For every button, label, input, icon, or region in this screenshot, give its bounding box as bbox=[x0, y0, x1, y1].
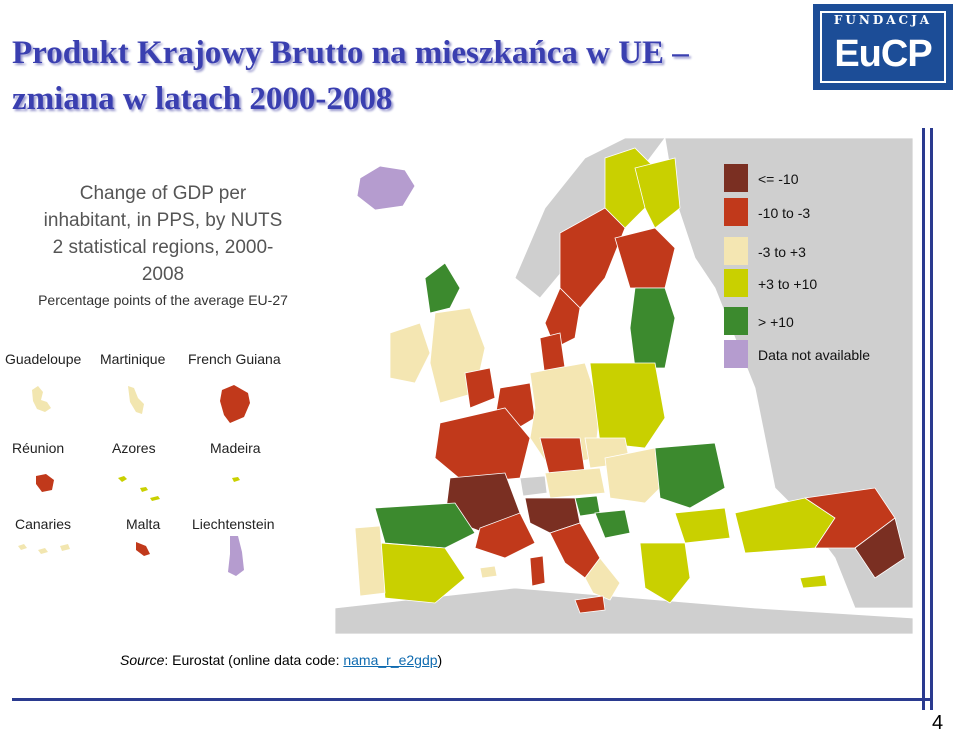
inset-label-azores: Azores bbox=[112, 440, 156, 456]
region-spain-north bbox=[374, 502, 476, 549]
inset-label-madeira: Madeira bbox=[210, 440, 261, 456]
inset-shape-azores-3 bbox=[150, 496, 160, 501]
region-sicily bbox=[574, 595, 606, 614]
region-slovakia-hungary bbox=[604, 447, 671, 504]
inset-shapes bbox=[18, 385, 250, 576]
logo-main-text: EuCP bbox=[834, 33, 932, 75]
region-poland bbox=[589, 362, 666, 449]
legend-item: Data not available bbox=[720, 340, 910, 368]
inset-shape-azores-2 bbox=[140, 487, 148, 492]
map-subtitle: Percentage points of the average EU-27 bbox=[38, 292, 288, 308]
legend-item: +3 to +10 bbox=[720, 269, 910, 297]
region-switzerland bbox=[519, 475, 548, 497]
legend-label: -10 to -3 bbox=[758, 205, 811, 221]
region-finland-north bbox=[634, 157, 681, 229]
inset-label-martinique: Martinique bbox=[100, 351, 166, 367]
slide-title: Produkt Krajowy Brutto na mieszkańca w U… bbox=[12, 30, 812, 122]
region-france-south bbox=[474, 512, 536, 559]
region-greece bbox=[639, 542, 691, 604]
inset-shape-french-guiana bbox=[220, 385, 250, 423]
source-code-link[interactable]: nama_r_e2gdp bbox=[343, 652, 438, 668]
legend-item: -10 to -3 bbox=[720, 198, 910, 226]
region-uk-north bbox=[424, 262, 461, 314]
source-prefix: Source bbox=[120, 652, 165, 668]
page-number: 4 bbox=[932, 712, 944, 734]
region-sardinia bbox=[529, 555, 546, 587]
inset-shape-canaries-3 bbox=[60, 544, 70, 551]
legend-swatch bbox=[724, 237, 748, 265]
inset-shape-martinique bbox=[128, 386, 144, 414]
inset-label-guadeloupe: Guadeloupe bbox=[5, 351, 82, 367]
legend-swatch bbox=[724, 340, 748, 368]
source-line: Source: Eurostat (online data code: nama… bbox=[120, 652, 442, 668]
region-romania bbox=[654, 442, 726, 509]
non-eu-africa bbox=[335, 587, 913, 634]
legend-item: -3 to +3 bbox=[720, 237, 910, 265]
legend-label: <= -10 bbox=[758, 171, 799, 187]
legend-item: <= -10 bbox=[720, 164, 910, 192]
inset-shape-guadeloupe bbox=[32, 386, 51, 412]
map-title-line-1: Change of GDP per bbox=[79, 183, 247, 204]
inset-label-canaries: Canaries bbox=[15, 516, 72, 532]
legend-swatch bbox=[724, 164, 748, 192]
inset-label-reunion: Réunion bbox=[12, 440, 65, 456]
region-baltics bbox=[629, 287, 676, 369]
logo-border bbox=[820, 11, 946, 83]
slide-frame-lines bbox=[922, 128, 936, 710]
frame-line bbox=[930, 128, 933, 710]
legend-swatch bbox=[724, 307, 748, 335]
inset-shape-canaries-1 bbox=[18, 544, 27, 550]
legend-label: > +10 bbox=[758, 314, 794, 330]
fundacja-eucp-logo: FUNDACJA EuCP bbox=[813, 4, 953, 90]
region-portugal bbox=[354, 525, 386, 597]
map-title: Change of GDP per inhabitant, in PPS, by… bbox=[8, 180, 318, 288]
legend-item: > +10 bbox=[720, 307, 910, 335]
region-turkey-southeast bbox=[854, 517, 906, 579]
legend-label: Data not available bbox=[758, 347, 871, 363]
logo-top-text: FUNDACJA bbox=[833, 13, 933, 27]
inset-label-malta: Malta bbox=[126, 516, 161, 532]
region-finland-south bbox=[614, 227, 676, 289]
inset-shape-reunion bbox=[36, 474, 54, 492]
map-title-line-4: 2008 bbox=[141, 264, 185, 285]
source-suffix: ) bbox=[437, 652, 443, 668]
legend-swatch bbox=[724, 269, 748, 297]
region-iceland bbox=[356, 165, 416, 211]
region-sweden-south bbox=[544, 287, 581, 349]
inset-shape-canaries-2 bbox=[38, 548, 48, 554]
legend-label: +3 to +10 bbox=[758, 276, 818, 292]
region-croatia bbox=[594, 509, 631, 539]
region-austria bbox=[544, 467, 606, 499]
region-cyprus bbox=[799, 574, 828, 589]
legend-label: -3 to +3 bbox=[758, 244, 806, 260]
region-bulgaria bbox=[674, 507, 731, 544]
region-balearics bbox=[479, 565, 498, 579]
slide-bottom-line bbox=[12, 698, 932, 701]
europe-regional-map bbox=[335, 138, 913, 634]
map-title-line-2: inhabitant, in PPS, by NUTS bbox=[43, 210, 283, 231]
region-italy-south bbox=[584, 557, 621, 601]
inset-shape-liechtenstein bbox=[228, 536, 244, 576]
inset-shape-azores-1 bbox=[118, 476, 127, 482]
source-text: : Eurostat (online data code: bbox=[164, 652, 344, 668]
inset-label-liechtenstein: Liechtenstein bbox=[192, 516, 275, 532]
inset-shape-malta bbox=[136, 542, 150, 556]
title-line-2: zmiana w latach 2000-2008 bbox=[12, 81, 393, 117]
title-line-1: Produkt Krajowy Brutto na mieszkańca w U… bbox=[12, 35, 689, 71]
inset-shape-madeira bbox=[232, 477, 240, 482]
region-uk-southeast bbox=[464, 367, 496, 409]
frame-line bbox=[922, 128, 925, 710]
legend-swatch bbox=[724, 198, 748, 226]
region-ireland bbox=[389, 322, 431, 384]
inset-label-french-guiana: French Guiana bbox=[188, 351, 281, 367]
map-title-line-3: 2 statistical regions, 2000- bbox=[52, 237, 274, 258]
